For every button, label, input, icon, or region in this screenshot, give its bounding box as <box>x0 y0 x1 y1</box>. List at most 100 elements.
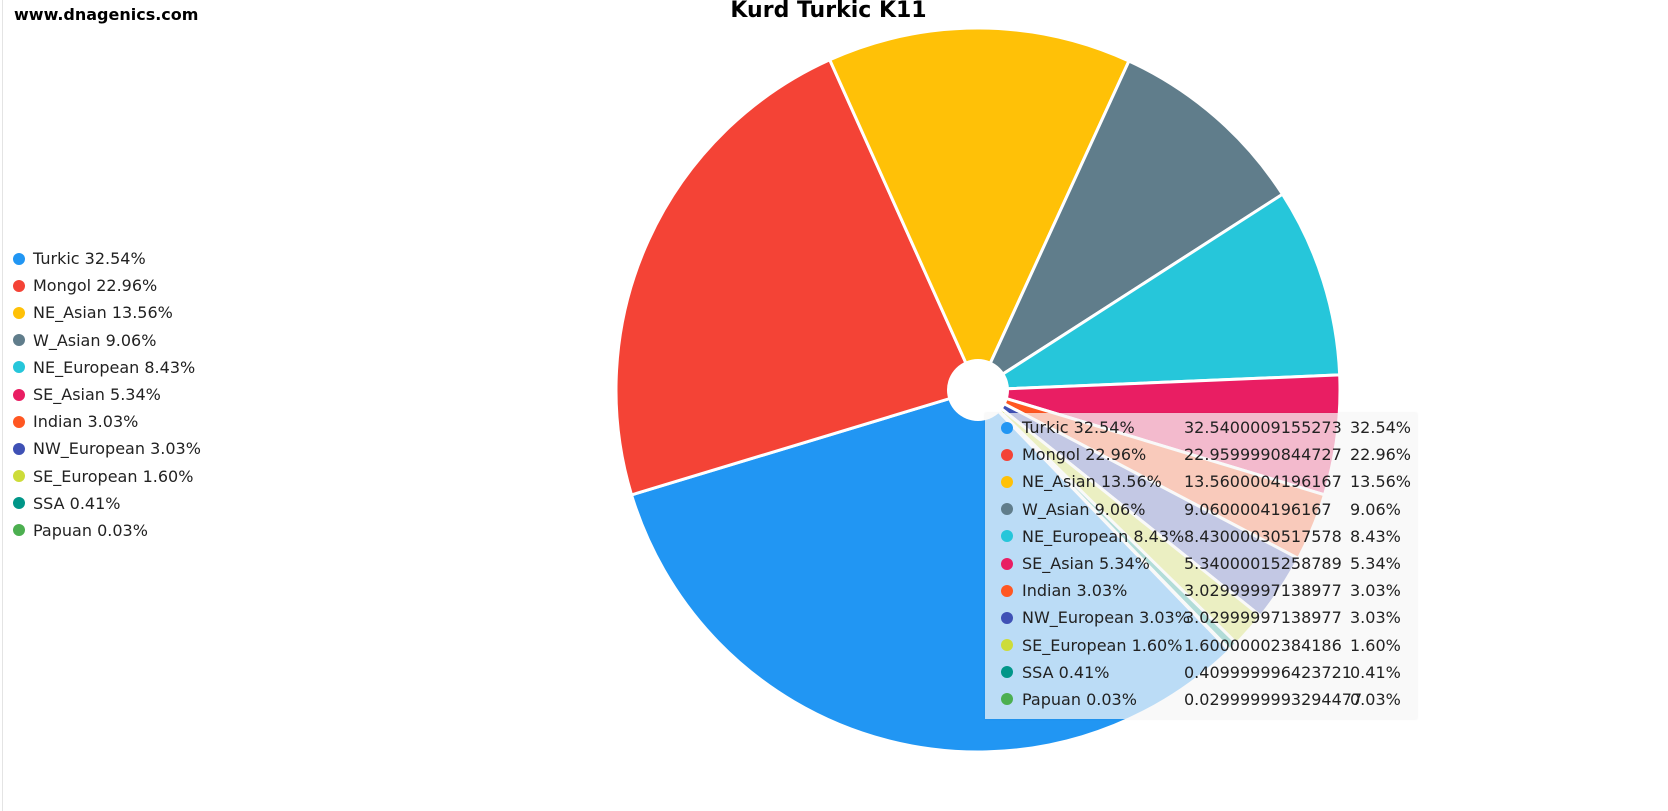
legend-item-nw-european[interactable]: NW_European 3.03% <box>13 435 201 462</box>
tooltip-label: NE_European 8.43% <box>1022 526 1185 546</box>
legend-marker <box>13 524 25 537</box>
chart-title-wrap: Kurd Turkic K11 <box>0 0 1668 23</box>
legend-marker <box>13 361 25 374</box>
tooltip-percent: 32.54% <box>1350 418 1412 438</box>
pie-slice-w-asian[interactable] <box>976 59 1284 392</box>
legend-marker <box>13 252 25 265</box>
tooltip-row-papuan: Papuan 0.03% 0.0299999993294477 0.03% <box>985 686 1417 713</box>
legend: Turkic 32.54% Mongol 22.96% NE_Asian 13.56… <box>13 245 201 544</box>
tooltip-marker <box>1001 421 1013 434</box>
legend-item-se-european[interactable]: SE_European 1.60% <box>13 463 201 490</box>
tooltip-marker <box>1001 557 1013 570</box>
legend-label: SSA 0.41% <box>33 493 121 513</box>
tooltip-raw-value: 22.9599990844727 <box>1184 445 1342 465</box>
tooltip-raw-value: 32.5400009155273 <box>1184 418 1342 438</box>
legend-marker <box>13 497 25 510</box>
tooltip-raw-value: 3.02999997138977 <box>1184 581 1342 601</box>
legend-marker <box>13 470 25 483</box>
tooltip-marker <box>1001 448 1013 461</box>
tooltip-raw-value: 3.02999997138977 <box>1184 608 1342 628</box>
tooltip-row-ssa: SSA 0.41% 0.409999996423721 0.41% <box>985 659 1417 686</box>
tooltip-raw-value: 9.0600004196167 <box>1184 499 1332 519</box>
tooltip-percent: 3.03% <box>1350 608 1401 628</box>
legend-item-ssa[interactable]: SSA 0.41% <box>13 490 201 517</box>
tooltip-label: SE_Asian 5.34% <box>1022 554 1150 574</box>
tooltip-row-indian: Indian 3.03% 3.02999997138977 3.03% <box>985 577 1417 604</box>
legend-label: Indian 3.03% <box>33 412 139 432</box>
tooltip-label: W_Asian 9.06% <box>1022 499 1146 519</box>
legend-marker <box>13 279 25 292</box>
tooltip-percent: 8.43% <box>1350 526 1401 546</box>
tooltip-raw-value: 5.34000015258789 <box>1184 554 1342 574</box>
legend-label: NE_Asian 13.56% <box>33 303 173 323</box>
tooltip-label: SSA 0.41% <box>1022 662 1110 682</box>
legend-label: Turkic 32.54% <box>33 249 146 269</box>
tooltip-row-ne-asian: NE_Asian 13.56% 13.5600004196167 13.56% <box>985 468 1417 495</box>
legend-marker <box>13 388 25 401</box>
tooltip-raw-value: 1.60000002384186 <box>1184 635 1342 655</box>
legend-label: SE_Asian 5.34% <box>33 385 161 405</box>
legend-label: SE_European 1.60% <box>33 466 194 486</box>
tooltip-label: Papuan 0.03% <box>1022 689 1137 709</box>
tooltip-percent: 5.34% <box>1350 554 1401 574</box>
legend-item-indian[interactable]: Indian 3.03% <box>13 408 201 435</box>
tooltip-raw-value: 13.5600004196167 <box>1184 472 1342 492</box>
legend-item-w-asian[interactable]: W_Asian 9.06% <box>13 327 201 354</box>
tooltip-label: Turkic 32.54% <box>1022 418 1135 438</box>
tooltip-percent: 9.06% <box>1350 499 1401 519</box>
tooltip-marker <box>1001 611 1013 624</box>
tooltip-raw-value: 0.409999996423721 <box>1184 662 1352 682</box>
tooltip-percent: 22.96% <box>1350 445 1412 465</box>
tooltip-label: NW_European 3.03% <box>1022 608 1190 628</box>
tooltip-marker <box>1001 503 1013 516</box>
pie-slice-ne-asian[interactable] <box>828 26 1131 392</box>
tooltip-label: Mongol 22.96% <box>1022 445 1147 465</box>
legend-marker <box>13 334 25 347</box>
tooltip-marker <box>1001 639 1013 652</box>
tooltip-percent: 0.41% <box>1350 662 1401 682</box>
legend-label: Mongol 22.96% <box>33 276 158 296</box>
legend-item-turkic[interactable]: Turkic 32.54% <box>13 245 201 272</box>
tooltip-label: SE_European 1.60% <box>1022 635 1183 655</box>
tooltip-percent: 13.56% <box>1350 472 1412 492</box>
legend-marker <box>13 442 25 455</box>
pie-center-hole <box>947 359 1009 421</box>
legend-marker <box>13 415 25 428</box>
tooltip-marker <box>1001 530 1013 543</box>
legend-label: NW_European 3.03% <box>33 439 201 459</box>
tooltip-row-w-asian: W_Asian 9.06% 9.0600004196167 9.06% <box>985 496 1417 523</box>
tooltip-marker <box>1001 666 1013 679</box>
tooltip-raw-value: 8.43000030517578 <box>1184 526 1342 546</box>
pie-slice-ne-european[interactable] <box>976 192 1342 392</box>
site-label: www.dnagenics.com <box>14 5 199 24</box>
tooltip-raw-value: 0.0299999993294477 <box>1184 689 1363 709</box>
legend-marker <box>13 306 25 319</box>
tooltip-row-mongol: Mongol 22.96% 22.9599990844727 22.96% <box>985 441 1417 468</box>
tooltip-percent: 1.60% <box>1350 635 1401 655</box>
legend-label: W_Asian 9.06% <box>33 330 157 350</box>
legend-item-ne-asian[interactable]: NE_Asian 13.56% <box>13 299 201 326</box>
legend-item-papuan[interactable]: Papuan 0.03% <box>13 517 201 544</box>
legend-item-ne-european[interactable]: NE_European 8.43% <box>13 354 201 381</box>
legend-item-mongol[interactable]: Mongol 22.96% <box>13 272 201 299</box>
tooltip-marker <box>1001 693 1013 706</box>
tooltip-marker <box>1001 475 1013 488</box>
legend-label: Papuan 0.03% <box>33 520 148 540</box>
tooltip-row-se-european: SE_European 1.60% 1.60000002384186 1.60% <box>985 632 1417 659</box>
tooltip-marker <box>1001 584 1013 597</box>
tooltip-percent: 3.03% <box>1350 581 1401 601</box>
chart-title: Kurd Turkic K11 <box>730 0 927 23</box>
left-border <box>2 0 3 811</box>
tooltip-percent: 0.03% <box>1350 689 1401 709</box>
tooltip-row-turkic: Turkic 32.54% 32.5400009155273 32.54% <box>985 414 1417 441</box>
tooltip-row-nw-european: NW_European 3.03% 3.02999997138977 3.03% <box>985 604 1417 631</box>
tooltip-label: NE_Asian 13.56% <box>1022 472 1162 492</box>
tooltip: Turkic 32.54% 32.5400009155273 32.54% Mongo… <box>985 413 1417 719</box>
tooltip-row-ne-european: NE_European 8.43% 8.43000030517578 8.43% <box>985 523 1417 550</box>
tooltip-row-se-asian: SE_Asian 5.34% 5.34000015258789 5.34% <box>985 550 1417 577</box>
legend-label: NE_European 8.43% <box>33 357 196 377</box>
tooltip-label: Indian 3.03% <box>1022 581 1128 601</box>
pie-slice-mongol[interactable] <box>614 58 980 497</box>
legend-item-se-asian[interactable]: SE_Asian 5.34% <box>13 381 201 408</box>
